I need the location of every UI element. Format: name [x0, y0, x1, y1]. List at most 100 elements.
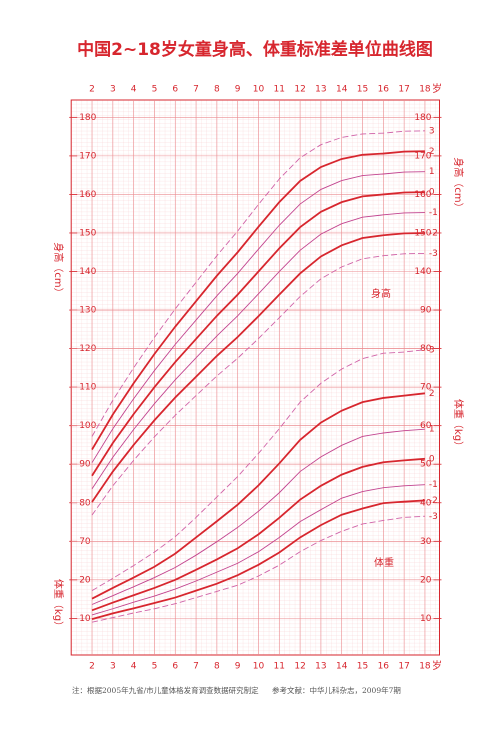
reference: 参考文献：中华儿科杂志，2009年7期	[272, 685, 401, 695]
y-tick-label: 140	[414, 267, 431, 277]
y-tick-label: 10	[420, 614, 432, 624]
x-tick-label: 14	[336, 85, 348, 95]
series-line	[91, 252, 425, 516]
y-axis-label-left: 身高（cm）	[52, 242, 65, 297]
x-tick-label: 6	[172, 85, 178, 95]
series-line	[91, 484, 425, 616]
y-tick-label: 80	[420, 344, 432, 354]
minor-grid	[71, 100, 440, 655]
x-tick-label: 17	[398, 85, 409, 95]
y-tick-label: 60	[420, 421, 432, 431]
y-tick-label: 40	[420, 498, 432, 508]
y2-axis-label-right: 体重（kg）	[452, 399, 465, 451]
x-tick-label: 2	[89, 85, 95, 95]
series-label: 2	[429, 147, 435, 157]
x-tick-label: 3	[110, 85, 116, 95]
y-tick-label: 70	[79, 537, 91, 547]
y-axis-label-right: 身高（cm）	[452, 157, 465, 212]
x-tick-label: 7	[193, 662, 199, 672]
series-label: -1	[429, 208, 438, 218]
series-label: 0	[429, 454, 435, 464]
y-tick-label: 170	[414, 151, 431, 161]
series-line	[91, 150, 425, 451]
x-tick-label: 15	[357, 85, 368, 95]
x-tick-label: 11	[274, 85, 285, 95]
x-tick-label: 4	[131, 85, 137, 95]
y-tick-label: 90	[420, 306, 432, 316]
x-unit-bottom: 岁	[432, 659, 442, 672]
series-line	[91, 499, 425, 621]
series-label: -2	[429, 496, 438, 506]
x-tick-label: 18	[419, 662, 431, 672]
y-tick-label: 80	[79, 498, 91, 508]
x-tick-label: 2	[89, 662, 95, 672]
x-unit-top: 岁	[432, 82, 442, 95]
series-label: -3	[429, 249, 438, 259]
y-tick-label: 120	[79, 344, 96, 354]
x-tick-label: 6	[172, 662, 178, 672]
weight-annotation: 体重	[374, 556, 394, 569]
y-tick-label: 50	[420, 460, 432, 470]
y-tick-label: 150	[79, 228, 96, 238]
y-tick-label: 180	[414, 113, 431, 123]
x-tick-label: 3	[110, 662, 116, 672]
y-tick-label: 180	[79, 113, 96, 123]
series-line	[91, 130, 425, 437]
x-tick-label: 7	[193, 85, 199, 95]
x-tick-label: 9	[235, 662, 241, 672]
series-line	[91, 349, 425, 592]
series-label: 2	[429, 389, 435, 399]
plot-frame	[70, 99, 440, 656]
series-line	[91, 457, 425, 612]
series-line	[91, 171, 425, 463]
series-line	[91, 232, 425, 503]
series-line	[91, 191, 425, 477]
height-annotation: 身高	[371, 287, 391, 300]
series-label: 3	[429, 345, 435, 355]
y-tick-label: 10	[79, 614, 91, 624]
footnote: 注：根据2005年九省/市儿童体格发育调查数据研究制定	[72, 685, 259, 695]
x-tick-label: 12	[294, 662, 305, 672]
series-label: 1	[429, 167, 435, 177]
x-tick-label: 16	[378, 85, 390, 95]
x-tick-label: 8	[214, 85, 220, 95]
series-label: 3	[429, 126, 435, 136]
x-tick-label: 4	[131, 662, 137, 672]
x-tick-label: 13	[315, 85, 326, 95]
y-tick-label: 160	[414, 190, 431, 200]
series-label: 0	[429, 188, 435, 198]
x-tick-label: 8	[214, 662, 220, 672]
y-tick-label: 160	[79, 190, 96, 200]
y-tick-label: 20	[420, 575, 432, 585]
y-tick-label: 130	[79, 306, 96, 316]
series-label: -2	[429, 228, 438, 238]
x-tick-label: 9	[235, 85, 241, 95]
series-label: -3	[429, 512, 438, 522]
x-tick-label: 16	[378, 662, 390, 672]
x-tick-label: 5	[152, 85, 158, 95]
x-tick-label: 10	[253, 85, 265, 95]
x-tick-label: 15	[357, 662, 368, 672]
y-tick-label: 90	[79, 460, 91, 470]
y-tick-label: 170	[79, 151, 96, 161]
x-tick-label: 14	[336, 662, 348, 672]
x-tick-label: 5	[152, 662, 158, 672]
chart-title: 中国2~18岁女童身高、体重标准差单位曲线图	[77, 39, 433, 60]
y-tick-label: 20	[79, 575, 91, 585]
series-line	[91, 212, 425, 490]
y-tick-label: 70	[420, 383, 432, 393]
series-label: -1	[429, 480, 438, 490]
y-tick-label: 140	[79, 267, 96, 277]
series-label: 1	[429, 425, 435, 435]
x-tick-label: 11	[274, 662, 285, 672]
x-tick-label: 13	[315, 662, 326, 672]
y-tick-label: 110	[79, 383, 96, 393]
x-tick-label: 18	[419, 85, 431, 95]
y-tick-label: 100	[79, 421, 96, 431]
x-tick-label: 10	[253, 662, 265, 672]
x-tick-label: 12	[294, 85, 305, 95]
x-tick-label: 17	[398, 662, 409, 672]
series-line	[91, 428, 425, 605]
series-line	[91, 515, 425, 623]
